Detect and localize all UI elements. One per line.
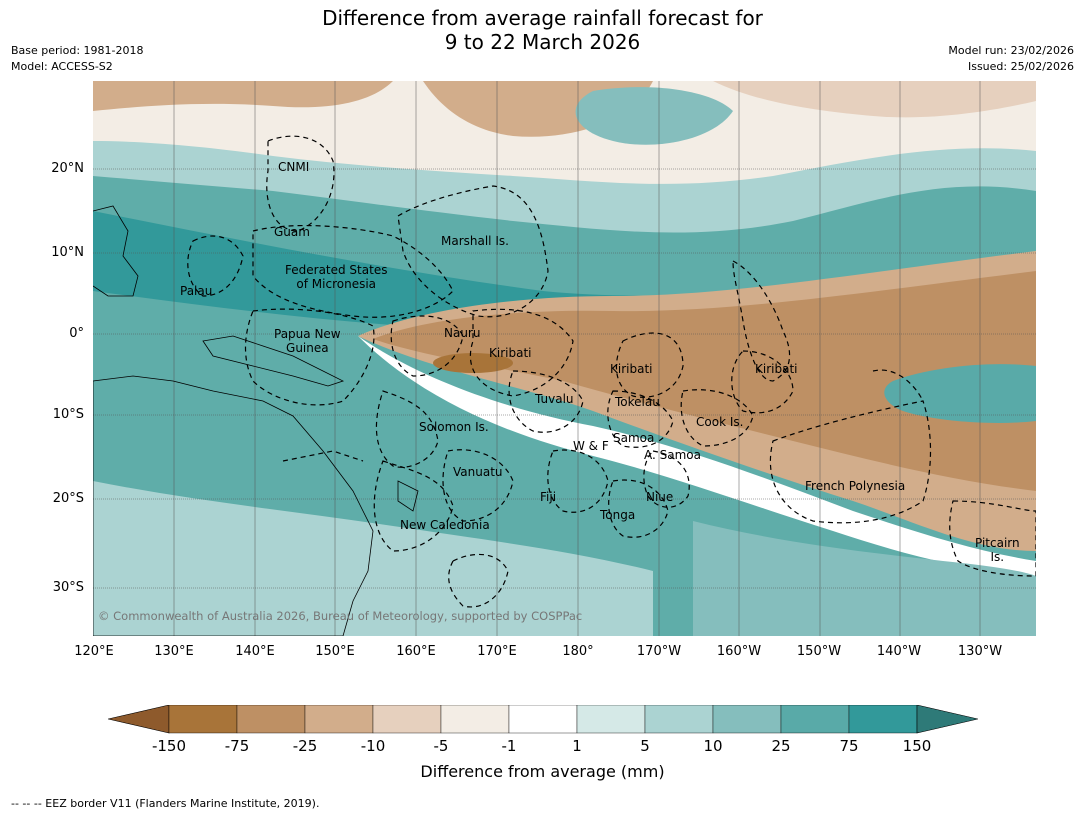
- cb-segment: [780, 705, 850, 734]
- cb-segment: [848, 705, 918, 734]
- map-canvas: [93, 81, 1036, 636]
- region-fiji: Fiji: [540, 490, 557, 504]
- region-kiribati-west: Kiribati: [489, 346, 532, 360]
- eez-footnote: -- -- -- EEZ border V11 (Flanders Marine…: [11, 797, 320, 810]
- eez-borders: [187, 135, 1036, 608]
- cb-extend-high: [916, 705, 978, 734]
- region-french-polynesia: French Polynesia: [805, 479, 906, 493]
- cb-tick: -1: [501, 737, 517, 755]
- band-ne-brown: [713, 81, 1036, 118]
- lon-tick-160w: 160°W: [716, 644, 762, 659]
- cb-segment: [440, 705, 510, 734]
- region-tonga: Tonga: [600, 508, 636, 522]
- region-solomon: Solomon Is.: [419, 420, 489, 434]
- cb-tick: 1: [572, 737, 582, 755]
- lon-gridlines: [173, 81, 981, 636]
- region-wf: W & F: [573, 439, 609, 453]
- lon-tick-140e: 140°E: [235, 644, 275, 659]
- region-samoa: Samoa: [613, 431, 655, 445]
- lat-tick-20n: 20°N: [51, 161, 84, 176]
- cb-segment: [508, 705, 578, 734]
- lon-tick-170e: 170°E: [477, 644, 517, 659]
- lon-tick-150e: 150°E: [315, 644, 355, 659]
- cb-tick: -5: [433, 737, 449, 755]
- region-fsm: Federated States of Micronesia: [285, 263, 387, 291]
- cb-tick: 75: [839, 737, 859, 755]
- issued-date: Issued: 25/02/2026: [967, 60, 1074, 73]
- region-kiribati-central: Kiribati: [610, 362, 653, 376]
- cb-segment: [168, 705, 238, 734]
- lat-tick-20s: 20°S: [52, 491, 84, 506]
- base-period: Base period: 1981-2018: [11, 44, 144, 57]
- model-name: Model: ACCESS-S2: [11, 60, 113, 73]
- region-fsm-line1: Federated States: [285, 263, 388, 277]
- region-tuvalu: Tuvalu: [535, 392, 574, 406]
- region-vanuatu: Vanuatu: [453, 465, 503, 479]
- cb-segment: [712, 705, 782, 734]
- copyright-notice: © Commonwealth of Australia 2026, Bureau…: [98, 609, 583, 623]
- dry-margin: [358, 336, 1036, 576]
- cb-segment: [304, 705, 374, 734]
- band-nw-brown: [93, 81, 393, 111]
- region-tokelau: Tokelau: [615, 395, 660, 409]
- cb-segment: [644, 705, 714, 734]
- region-nauru: Nauru: [444, 326, 481, 340]
- region-cook: Cook Is.: [696, 415, 744, 429]
- meta-right: Model run: 23/02/2026 Issued: 25/02/2026: [948, 43, 1074, 75]
- cb-extend-low: [108, 705, 170, 734]
- cb-segment: [236, 705, 306, 734]
- region-fsm-line2: of Micronesia: [296, 277, 377, 291]
- region-pitcairn-line1: Pitcairn: [975, 536, 1020, 550]
- meta-left: Base period: 1981-2018 Model: ACCESS-S2: [11, 43, 143, 75]
- lon-tick-130w: 130°W: [957, 644, 1003, 659]
- region-cnmi: CNMI: [278, 160, 310, 174]
- title-line-1: Difference from average rainfall forecas…: [322, 6, 763, 30]
- band-se-teal: [693, 521, 1036, 636]
- cb-tick: 5: [640, 737, 650, 755]
- cb-tick: -10: [360, 737, 386, 755]
- band-n-teal: [575, 87, 733, 145]
- colorbar: [108, 705, 978, 734]
- lon-tick-160e: 160°E: [396, 644, 436, 659]
- cb-tick: 25: [771, 737, 791, 755]
- region-asamoa: A. Samoa: [644, 448, 701, 462]
- cb-segment: [372, 705, 442, 734]
- region-new-caledonia: New Caledonia: [400, 518, 490, 532]
- map-title: Difference from average rainfall forecas…: [0, 6, 1085, 54]
- cb-tick: -25: [292, 737, 318, 755]
- lat-tick-10n: 10°N: [51, 245, 84, 260]
- lon-tick-180: 180°: [562, 644, 594, 659]
- region-png-line1: Papua New: [274, 327, 341, 341]
- lat-tick-10s: 10°S: [52, 407, 84, 422]
- region-marshall: Marshall Is.: [441, 234, 509, 248]
- lat-tick-30s: 30°S: [52, 580, 84, 595]
- cb-tick: 150: [902, 737, 932, 755]
- rainfall-map: CNMI Guam Marshall Is. Federated States …: [93, 81, 1036, 636]
- region-png: Papua New Guinea: [274, 327, 341, 355]
- model-run: Model run: 23/02/2026: [948, 44, 1074, 57]
- region-pitcairn: Pitcairn Is.: [975, 536, 1020, 564]
- region-palau: Palau: [180, 284, 213, 298]
- dry-tongue-inner: [373, 271, 1036, 491]
- region-niue: Niue: [646, 490, 674, 504]
- se-teal-pocket: [884, 364, 1036, 423]
- lon-tick-120e: 120°E: [74, 644, 114, 659]
- cb-tick: -75: [224, 737, 250, 755]
- lon-tick-150w: 150°W: [796, 644, 842, 659]
- lon-tick-130e: 130°E: [154, 644, 194, 659]
- coastlines: [93, 205, 419, 636]
- region-png-line2: Guinea: [286, 341, 329, 355]
- region-pitcairn-line2: Is.: [990, 550, 1005, 564]
- lat-tick-0: 0°: [69, 326, 84, 341]
- band-south-light: [93, 481, 653, 636]
- colorbar-title: Difference from average (mm): [420, 762, 665, 781]
- region-guam: Guam: [274, 225, 310, 239]
- cb-tick: 10: [703, 737, 723, 755]
- lon-tick-140w: 140°W: [876, 644, 922, 659]
- cb-segment: [576, 705, 646, 734]
- cb-tick: -150: [151, 737, 187, 755]
- lon-tick-170w: 170°W: [636, 644, 682, 659]
- title-line-2: 9 to 22 March 2026: [444, 30, 641, 54]
- region-kiribati-east: Kiribati: [755, 362, 798, 376]
